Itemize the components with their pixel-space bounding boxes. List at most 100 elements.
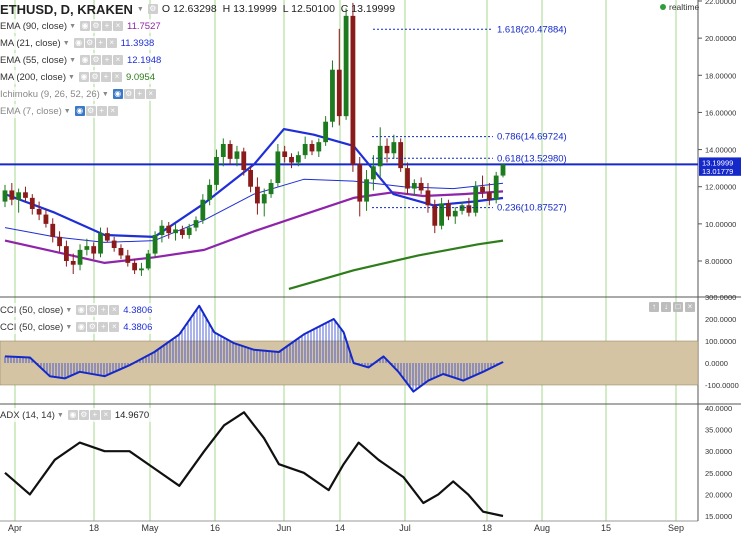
settings-icon[interactable]: ⚙ [147,4,158,14]
header-buttons: ⚙ [147,4,158,14]
indicator-row[interactable]: EMA (7, close) ▼ ◉ ⚙ + × [0,104,121,118]
eye-icon[interactable]: ◉ [67,410,78,420]
candle-body [336,69,342,117]
indicator-row[interactable]: MA (21, close) ▼ ◉ ⚙ + × 11.3938 [0,36,158,50]
candle-body [275,151,281,183]
indicator-menu-icon[interactable]: ▼ [65,323,73,331]
pane-up-icon[interactable]: ↑ [649,302,659,312]
close-icon[interactable]: × [106,38,117,48]
symbol-title[interactable]: ETHUSD, D, KRAKEN [0,1,133,17]
close-icon[interactable]: × [111,72,122,82]
indicator-menu-icon[interactable]: ▼ [69,22,76,30]
indicator-row[interactable]: Ichimoku (9, 26, 52, 26) ▼ ◉ ⚙ + × [0,87,159,101]
indicator-row[interactable]: EMA (90, close) ▼ ◉ ⚙ + × 11.7527 [0,19,164,33]
add-icon[interactable]: + [98,305,109,315]
adx-tick-label: 30.0000 [705,447,732,456]
close-icon[interactable]: × [113,21,123,31]
candle-body [220,144,226,157]
close-icon[interactable]: × [113,55,123,65]
candle-body [207,184,213,200]
indicator-menu-icon[interactable]: ▼ [63,107,71,115]
cci-tick-label: 0.0000 [705,359,728,368]
settings-icon[interactable]: ⚙ [91,21,101,31]
add-icon[interactable]: + [98,322,109,332]
eye-icon[interactable]: ◉ [74,106,85,116]
indicator-label: ADX (14, 14) [0,409,55,421]
close-icon[interactable]: × [107,106,118,116]
settings-icon[interactable]: ⚙ [84,38,95,48]
close-icon[interactable]: × [100,410,111,420]
candle-body [446,203,451,217]
indicator-buttons: ◉ ⚙ + × [80,55,123,65]
close-icon[interactable]: × [145,89,156,99]
cci-legend-row[interactable]: CCI (50, close) ▼ ◉ ⚙ + × 4.3806 [0,320,156,334]
settings-icon[interactable]: ⚙ [87,305,98,315]
candle-body [2,190,8,202]
indicator-label: EMA (55, close) [0,54,68,66]
indicator-menu-icon[interactable]: ▼ [69,56,76,64]
candle-body [405,168,410,189]
candle-body [370,166,376,180]
candle-body [486,192,492,200]
settings-icon[interactable]: ⚙ [89,72,100,82]
candle-body [425,190,431,206]
add-icon[interactable]: + [96,106,107,116]
indicator-label: CCI (50, close) [0,321,64,333]
candle-body [418,183,424,191]
add-icon[interactable]: + [134,89,145,99]
candle-body [63,246,69,261]
settings-icon[interactable]: ⚙ [123,89,134,99]
cci-line [4,304,504,393]
indicator-buttons: ◉ ⚙ + × [80,21,123,31]
candle-body [23,192,28,198]
candle-body [364,179,369,202]
add-icon[interactable]: + [102,55,112,65]
candle-body [439,203,445,226]
pane-close-icon[interactable]: × [685,302,695,312]
eye-icon[interactable]: ◉ [76,305,87,315]
indicator-menu-icon[interactable]: ▼ [56,411,64,419]
settings-icon[interactable]: ⚙ [78,410,89,420]
add-icon[interactable]: + [100,72,111,82]
pane-maximize-icon[interactable]: □ [673,302,683,312]
settings-icon[interactable]: ⚙ [87,322,98,332]
pane-down-icon[interactable]: ↓ [661,302,671,312]
close-icon[interactable]: × [109,305,120,315]
open-value: 12.63298 [172,3,217,15]
indicator-row[interactable]: MA (200, close) ▼ ◉ ⚙ + × 9.0954 [0,70,158,84]
candle-body [295,155,301,163]
cci-tick-label: 300.0000 [705,293,736,302]
candle-body [152,235,158,254]
eye-icon[interactable]: ◉ [80,55,90,65]
x-tick-label: 18 [89,523,99,533]
price-tick-label: 8.00000 [705,257,732,266]
indicator-row[interactable]: EMA (55, close) ▼ ◉ ⚙ + × 12.1948 [0,53,165,67]
indicator-menu-icon[interactable]: ▼ [101,90,109,98]
indicator-buttons: ◉ ⚙ + × [67,410,111,420]
candle-body [186,227,192,235]
symbol-menu-icon[interactable]: ▼ [136,5,144,13]
indicator-menu-icon[interactable]: ▼ [62,39,70,47]
fib-level-label: 0.786(14.69724) [497,132,567,143]
eye-icon[interactable]: ◉ [112,89,123,99]
candle-body [268,183,274,195]
add-icon[interactable]: + [89,410,100,420]
adx-legend-row[interactable]: ADX (14, 14) ▼ ◉ ⚙ + × 14.9670 [0,408,153,422]
add-icon[interactable]: + [102,21,112,31]
cci-legend-row[interactable]: CCI (50, close) ▼ ◉ ⚙ + × 4.3806 [0,303,156,317]
indicator-menu-icon[interactable]: ▼ [68,73,75,81]
indicator-menu-icon[interactable]: ▼ [65,306,73,314]
close-icon[interactable]: × [109,322,120,332]
eye-icon[interactable]: ◉ [78,72,89,82]
price-tick-label: 14.00000 [705,146,736,155]
indicator-value: 9.0954 [125,71,155,83]
eye-icon[interactable]: ◉ [73,38,84,48]
eye-icon[interactable]: ◉ [80,21,90,31]
settings-icon[interactable]: ⚙ [91,55,101,65]
price-tick-label: 18.00000 [705,71,736,80]
price-tag-bg [699,157,741,168]
eye-icon[interactable]: ◉ [76,322,87,332]
candle-body [432,205,438,226]
add-icon[interactable]: + [95,38,106,48]
settings-icon[interactable]: ⚙ [85,106,96,116]
